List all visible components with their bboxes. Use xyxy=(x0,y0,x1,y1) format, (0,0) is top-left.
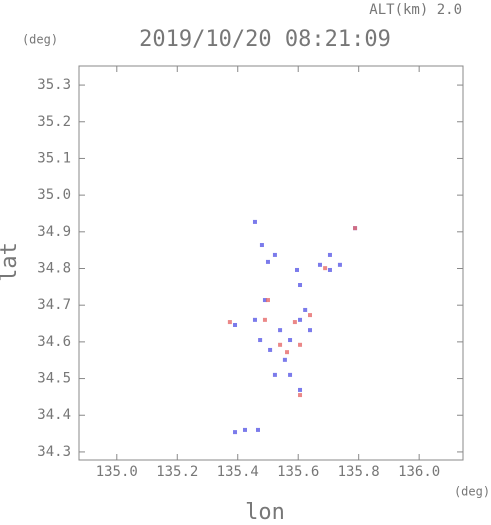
x-unit: (deg) xyxy=(454,485,490,499)
y-tick-label: 35.1 xyxy=(37,150,71,166)
y-tick-label: 35.2 xyxy=(37,114,71,130)
y-unit: (deg) xyxy=(22,33,58,47)
echo-point xyxy=(288,338,293,343)
echo-point xyxy=(292,320,297,325)
echo-point xyxy=(298,317,303,322)
echo-point xyxy=(288,372,293,377)
x-tick-label: 135.2 xyxy=(156,464,198,480)
y-tick-label: 34.9 xyxy=(37,224,71,240)
y-tick-label: 35.3 xyxy=(37,77,71,93)
x-axis-label: lon xyxy=(245,500,285,521)
echo-point xyxy=(327,267,332,272)
echo-point xyxy=(227,320,232,325)
echo-point xyxy=(258,338,263,343)
echo-point xyxy=(295,267,300,272)
echo-point xyxy=(298,393,303,398)
echo-point xyxy=(327,252,332,257)
altitude-label: ALT(km) 2.0 xyxy=(369,2,462,18)
x-tick-label: 135.0 xyxy=(96,464,138,480)
echo-point xyxy=(323,266,328,271)
echo-point xyxy=(265,259,270,264)
x-tick-label: 135.6 xyxy=(277,464,319,480)
echo-point xyxy=(262,298,267,303)
plot-frame xyxy=(78,65,464,461)
echo-point xyxy=(298,387,303,392)
echo-point xyxy=(233,322,238,327)
x-tick-label: 136.0 xyxy=(398,464,440,480)
echo-point xyxy=(272,252,277,257)
y-tick-label: 34.4 xyxy=(37,407,71,423)
echo-point xyxy=(272,372,277,377)
echo-point xyxy=(252,219,257,224)
echo-point xyxy=(303,307,308,312)
echo-point xyxy=(337,262,342,267)
echo-point xyxy=(285,350,290,355)
echo-point xyxy=(298,283,303,288)
echo-point xyxy=(278,328,283,333)
y-tick-label: 34.3 xyxy=(37,444,71,460)
echo-point xyxy=(317,262,322,267)
y-tick-label: 34.5 xyxy=(37,371,71,387)
y-tick-label: 35.0 xyxy=(37,187,71,203)
echo-point xyxy=(233,430,238,435)
echo-point xyxy=(308,328,313,333)
echo-point xyxy=(308,313,313,318)
echo-point xyxy=(242,427,247,432)
echo-point xyxy=(252,317,257,322)
echo-point xyxy=(255,427,260,432)
echo-point xyxy=(298,342,303,347)
echo-point xyxy=(259,243,264,248)
y-tick-label: 34.7 xyxy=(37,297,71,313)
x-tick-label: 135.4 xyxy=(217,464,259,480)
x-tick-label: 135.8 xyxy=(338,464,380,480)
y-tick-label: 34.8 xyxy=(37,261,71,277)
y-axis-label: lat xyxy=(0,242,22,282)
echo-point xyxy=(278,342,283,347)
echo-point xyxy=(268,347,273,352)
echo-point xyxy=(282,357,287,362)
echo-point xyxy=(262,317,267,322)
echo-point xyxy=(265,298,270,303)
chart-title: 2019/10/20 08:21:09 xyxy=(139,27,391,52)
echo-point xyxy=(353,226,358,231)
y-tick-label: 34.6 xyxy=(37,334,71,350)
